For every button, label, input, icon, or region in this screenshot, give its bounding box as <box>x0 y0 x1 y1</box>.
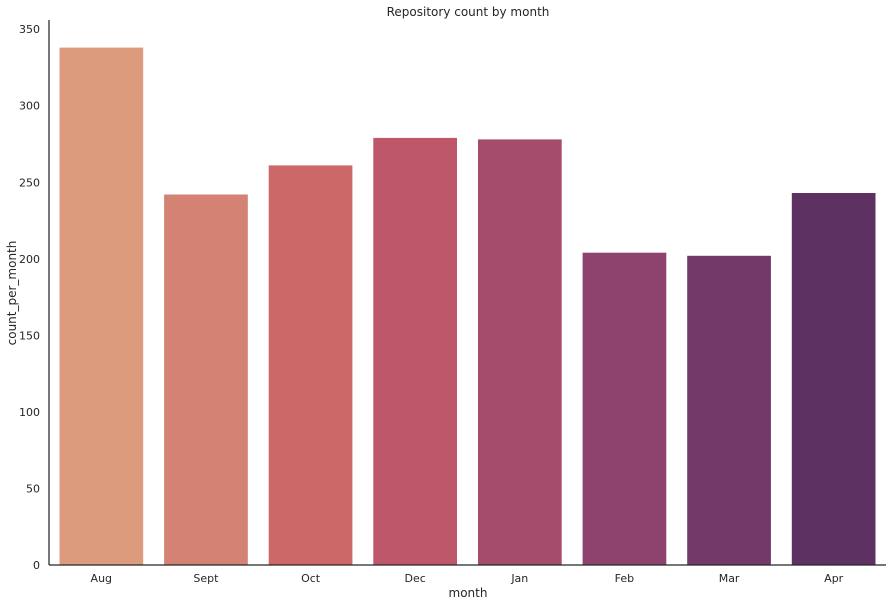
bar-apr <box>791 193 876 565</box>
bar-jan <box>478 139 562 565</box>
y-tick-label: 100 <box>19 406 40 419</box>
x-tick-label: Aug <box>91 572 112 585</box>
y-tick-label: 150 <box>19 329 40 342</box>
bar-dec <box>373 137 457 565</box>
y-tick-label: 250 <box>19 176 40 189</box>
chart-title: Repository count by month <box>387 5 550 19</box>
x-tick-label: Sept <box>193 572 219 585</box>
x-axis-title: month <box>449 586 488 600</box>
y-tick-label: 350 <box>19 23 40 36</box>
bars-group <box>59 47 876 566</box>
y-tick-label: 0 <box>33 559 40 572</box>
y-tick-label: 200 <box>19 253 40 266</box>
x-tick-label: Feb <box>615 572 634 585</box>
y-axis-ticks: 0 50 100 150 200 250 300 350 <box>19 23 40 572</box>
bar-feb <box>582 252 667 565</box>
x-tick-label: Oct <box>301 572 321 585</box>
x-tick-label: Mar <box>719 572 740 585</box>
x-tick-label: Apr <box>824 572 844 585</box>
y-axis-title: count_per_month <box>5 241 19 346</box>
bar-aug <box>59 47 144 566</box>
bar-oct <box>268 165 353 565</box>
x-tick-label: Dec <box>405 572 426 585</box>
y-tick-label: 300 <box>19 100 40 113</box>
bar-sept <box>164 194 248 565</box>
bar-mar <box>687 255 771 566</box>
x-axis-ticks: Aug Sept Oct Dec Jan Feb Mar Apr <box>91 572 844 585</box>
y-tick-label: 50 <box>26 483 40 496</box>
x-tick-label: Jan <box>510 572 528 585</box>
